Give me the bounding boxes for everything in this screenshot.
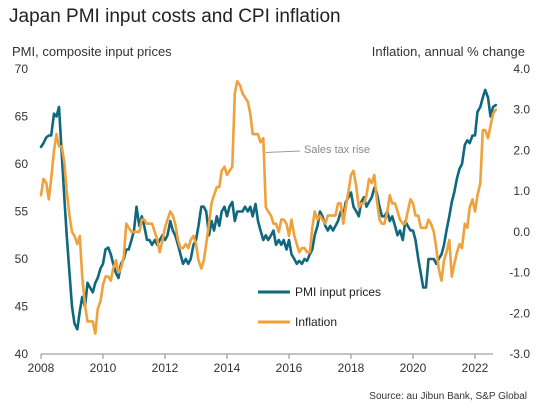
right-axis-title: Inflation, annual % change	[371, 44, 525, 59]
right-y-tick-label: -2.0	[509, 306, 530, 320]
left-y-tick-label: 50	[15, 252, 29, 266]
source-note: Source: au Jibun Bank, S&P Global	[369, 391, 527, 402]
x-tick-label: 2018	[338, 361, 365, 375]
axes: 2008 2010 2012 2014 2016 2018 2020 2022 40 45 50 55…	[15, 62, 531, 375]
left-y-tick-label: 55	[15, 205, 29, 219]
x-tick-label: 2008	[28, 361, 55, 375]
right-y-tick-label: 2.0	[513, 143, 530, 157]
annotation: Sales tax rise	[265, 144, 370, 156]
x-tick-label: 2012	[152, 361, 179, 375]
left-y-tick-label: 40	[15, 347, 29, 361]
x-tick-label: 2014	[214, 361, 241, 375]
left-axis-title: PMI, composite input prices	[12, 44, 172, 59]
legend: PMI input prices Inflation	[258, 285, 381, 329]
pmi-input-prices-series-line	[39, 88, 498, 331]
x-tick-label: 2022	[462, 361, 489, 375]
x-tick-label: 2016	[276, 361, 303, 375]
x-tick-label: 2020	[400, 361, 427, 375]
right-y-tick-label: -3.0	[509, 347, 530, 361]
right-y-tick-label: 3.0	[513, 103, 530, 117]
right-y-tick-label: 1.0	[513, 184, 530, 198]
legend-item-pmi-label: PMI input prices	[295, 285, 381, 299]
annotation-leader-line	[265, 150, 301, 153]
right-y-tick-label: -1.0	[509, 266, 530, 280]
left-y-tick-label: 60	[15, 157, 29, 171]
chart-title: Japan PMI input costs and CPI inflation	[9, 6, 341, 27]
legend-item-inflation-label: Inflation	[295, 315, 337, 329]
inflation-series-line	[39, 79, 498, 335]
left-y-tick-label: 45	[15, 300, 29, 314]
annotation-label: Sales tax rise	[304, 144, 370, 156]
left-y-tick-label: 70	[15, 62, 29, 76]
series-layer	[39, 79, 498, 335]
left-y-tick-label: 65	[15, 110, 29, 124]
x-tick-label: 2010	[90, 361, 117, 375]
right-y-tick-label: 4.0	[513, 62, 530, 76]
right-y-tick-label: 0.0	[513, 225, 530, 239]
